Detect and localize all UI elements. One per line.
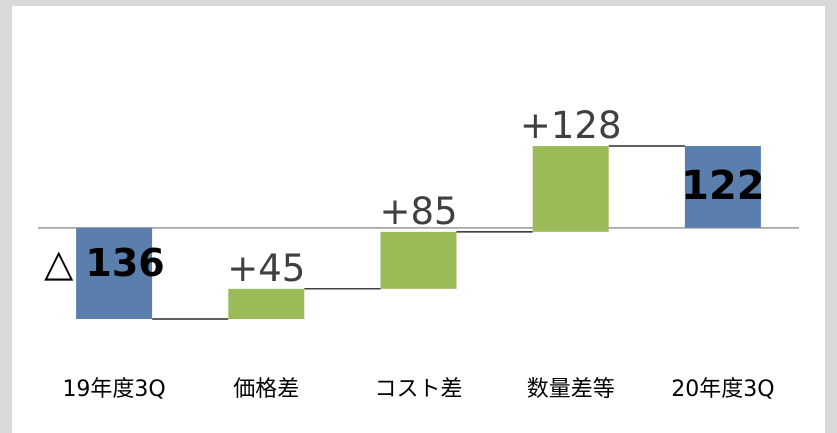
bar-increase: [228, 288, 305, 319]
category-label: 価格差: [233, 377, 299, 402]
category-label: 20年度3Q: [671, 377, 774, 402]
bar-total: [76, 227, 153, 319]
data-label-symbol: △: [44, 241, 85, 285]
data-label: △ 136: [44, 241, 165, 285]
chart-frame: △ 136 +45 +85 +128 122 19年度3Q 価格差 コスト差 数量差等 20年度3…: [12, 6, 825, 433]
bar-increase: [532, 146, 609, 232]
data-label: 122: [681, 163, 765, 209]
category-label: コスト差: [374, 377, 462, 402]
waterfall-chart: △ 136 +45 +85 +128 122 19年度3Q 価格差 コスト差 数量差等 20年度3…: [38, 104, 799, 402]
data-label: +45: [227, 247, 305, 290]
bar-total: [684, 146, 761, 228]
data-label-value: 136: [85, 241, 164, 285]
bar-increase: [380, 231, 457, 289]
category-label: 数量差等: [527, 377, 615, 402]
category-label: 19年度3Q: [62, 377, 165, 402]
data-label: +128: [520, 104, 622, 147]
data-label: +85: [379, 190, 457, 233]
